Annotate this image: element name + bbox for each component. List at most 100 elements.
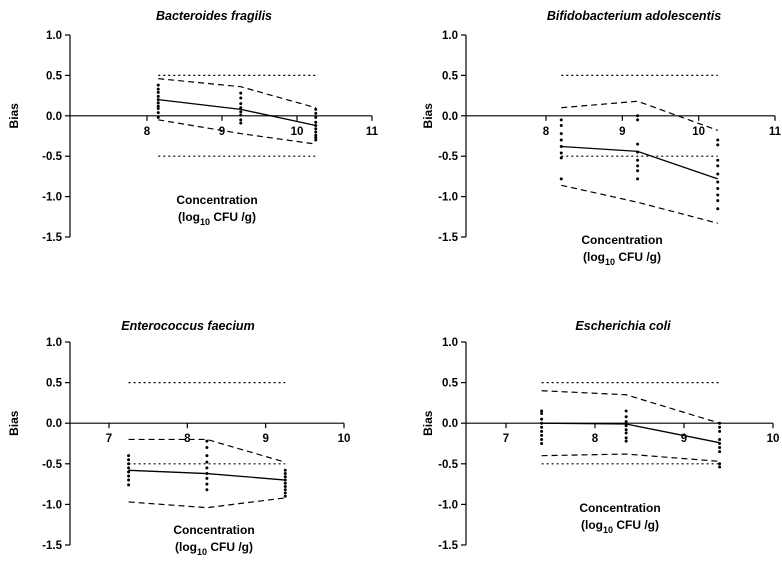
x-tick-label: 8 [543, 126, 550, 138]
y-tick-label: -1.0 [42, 499, 62, 511]
x-tick-label: 10 [692, 126, 705, 138]
data-point [716, 143, 720, 147]
y-axis-label: Bias [421, 103, 435, 129]
x-tick-label: 8 [184, 433, 191, 445]
data-point [205, 454, 209, 458]
chart-title: Bifidobacterium adolescentis [547, 9, 721, 23]
chart-panel: Bifidobacterium adolescentis 1.0 0.5 0.0 -0.… [421, 9, 782, 267]
y-tick-label: 0.0 [46, 418, 62, 430]
data-point [624, 424, 628, 428]
chart-title: Bacteroides fragilis [156, 9, 272, 23]
data-point [127, 483, 131, 487]
data-point [540, 417, 544, 421]
x-axis-label-suffix: CFU /g) [615, 250, 661, 264]
data-point [636, 169, 640, 173]
mean-bias-line [541, 422, 720, 444]
x-axis-label-line1: Concentration [176, 193, 257, 207]
data-point [239, 113, 243, 117]
x-tick-label: 10 [767, 433, 780, 445]
data-point [559, 151, 563, 155]
data-point [205, 466, 209, 470]
data-point [718, 465, 722, 469]
y-tick-label: -1.5 [42, 232, 62, 244]
data-point [559, 145, 563, 149]
data-point [716, 158, 720, 162]
x-axis-label-line2: (log10 CFU /g) [581, 518, 659, 535]
data-point [624, 409, 628, 413]
x-axis-label-suffix: CFU /g) [210, 210, 256, 224]
y-tick-label: -0.5 [42, 151, 62, 163]
data-point [314, 115, 318, 119]
data-point [156, 104, 160, 108]
data-point [718, 442, 722, 445]
y-tick-label: -1.0 [438, 499, 458, 511]
data-point [624, 428, 628, 432]
data-point [716, 193, 720, 197]
x-axis-label-line2: (log10 CFU /g) [583, 250, 661, 267]
y-axis-label: Bias [421, 410, 435, 436]
data-point [540, 429, 544, 433]
y-tick-label: -1.5 [42, 540, 62, 552]
y-tick-label: -0.5 [438, 151, 458, 163]
data-point [283, 472, 287, 476]
data-point [127, 454, 131, 458]
lower-limit-line [128, 497, 286, 509]
data-point [716, 187, 720, 191]
data-point [314, 138, 318, 142]
data-point [314, 111, 318, 115]
data-point [156, 101, 160, 105]
data-point [205, 439, 209, 443]
data-point [314, 123, 318, 127]
x-tick-label: 11 [366, 126, 379, 138]
x-axis-label-line1: Concentration [581, 233, 662, 247]
data-point [716, 199, 720, 203]
upper-limit-line [541, 390, 720, 424]
data-point [239, 91, 243, 95]
data-point [624, 436, 628, 440]
data-point [205, 488, 209, 492]
data-point [283, 481, 287, 485]
data-point [127, 474, 131, 478]
mean-bias-line [158, 98, 316, 127]
data-point [127, 462, 131, 466]
x-axis-label-line2: (log10 CFU /g) [175, 540, 253, 557]
x-axis-label-line2: (log10 CFU /g) [178, 210, 256, 227]
y-tick-label: 0.5 [442, 70, 459, 82]
data-point [559, 132, 563, 136]
y-tick-label: -1.5 [438, 232, 458, 244]
data-point [624, 415, 628, 419]
y-tick-label: -1.0 [438, 192, 458, 204]
data-point [239, 110, 243, 114]
x-tick-label: 9 [619, 126, 625, 138]
x-tick-label: 10 [338, 433, 351, 445]
data-point [156, 98, 160, 102]
data-point [205, 472, 209, 476]
data-point [540, 421, 544, 425]
data-point [716, 207, 720, 211]
data-point [156, 87, 160, 91]
data-point [127, 470, 131, 474]
data-point [314, 107, 318, 111]
data-point [540, 411, 544, 415]
upper-limit-line [561, 100, 718, 131]
data-point [718, 462, 722, 466]
y-axis-label: Bias [7, 410, 21, 436]
x-axis-label-line1: Concentration [173, 523, 254, 537]
lower-limit-line [561, 184, 718, 224]
mean-bias-line [561, 145, 718, 180]
x-tick-label: 8 [144, 126, 151, 138]
data-point [156, 83, 160, 87]
data-point [239, 118, 243, 122]
data-point [636, 118, 640, 122]
data-point [540, 433, 544, 437]
upper-limit-line [158, 78, 316, 109]
y-tick-label: 0.0 [442, 418, 458, 430]
y-tick-label: 1.0 [46, 30, 62, 42]
data-point [156, 90, 160, 94]
upper-limit-line [128, 438, 286, 463]
y-tick-label: -0.5 [438, 459, 458, 471]
data-point [205, 482, 209, 486]
chart-title: Escherichia coli [575, 319, 671, 333]
data-point [156, 107, 160, 111]
data-point [239, 102, 243, 106]
